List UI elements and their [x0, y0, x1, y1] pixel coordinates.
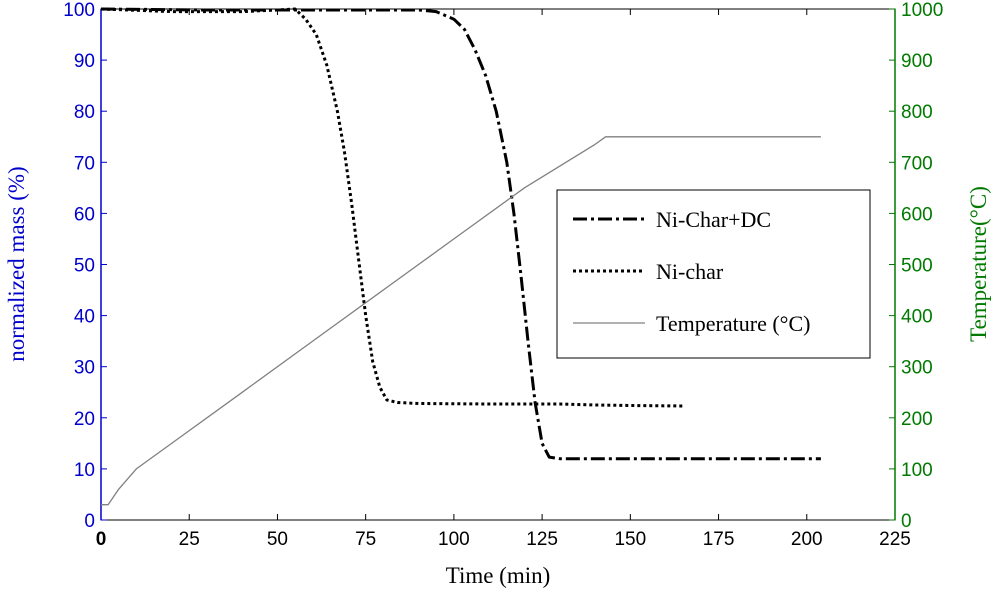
y-right-tick-label: 1000 [901, 0, 943, 21]
y-left-tick-label: 60 [74, 204, 95, 225]
x-tick-label: 50 [267, 529, 288, 550]
y-left-tick-label: 100 [63, 0, 95, 21]
y-left-tick-label: 70 [74, 153, 95, 174]
y-right-tick-label: 700 [901, 153, 933, 174]
y-right-tick-label: 900 [901, 51, 933, 72]
y-left-tick-label: 50 [74, 256, 95, 277]
y-right-tick-label: 300 [901, 358, 933, 379]
x-tick-label: 75 [355, 529, 376, 550]
legend-label-temperature: Temperature (°C) [656, 311, 810, 336]
series-line-2 [101, 136, 821, 506]
y-left-tick-label: 40 [74, 307, 95, 328]
legend-label-ni-char: Ni-char [656, 259, 724, 284]
y-left-tick-label: 30 [74, 358, 95, 379]
y-left-tick-label: 0 [84, 511, 95, 532]
y-right-tick-label: 0 [901, 511, 912, 532]
series-group [100, 7, 821, 506]
y-right-tick-label: 200 [901, 409, 933, 430]
x-tick-label: 0 [96, 529, 107, 550]
y-right-tick-label: 100 [901, 460, 933, 481]
y-left-tick-label: 10 [74, 460, 95, 481]
axes: 0 25 50 75 100 125 150 175 200 225010203040506070… [63, 0, 943, 550]
series-line-1 [100, 7, 684, 408]
legend-label-ni-char-dc: Ni-Char+DC [656, 207, 771, 232]
x-tick-label: 125 [526, 529, 558, 550]
y-axis-left-title: normalized mass (%) [4, 166, 29, 361]
y-right-tick-label: 500 [901, 256, 933, 277]
y-left-tick-label: 20 [74, 409, 95, 430]
x-axis-title: Time (min) [446, 563, 551, 588]
x-tick-label: 225 [879, 529, 911, 550]
legend: Ni-Char+DC Ni-char Temperature (°C) [556, 189, 871, 359]
y-right-tick-label: 800 [901, 102, 933, 123]
y-right-tick-label: 600 [901, 204, 933, 225]
x-tick-label: 100 [438, 529, 470, 550]
y-left-tick-label: 90 [74, 51, 95, 72]
y-right-tick-label: 400 [901, 307, 933, 328]
y-left-tick-label: 80 [74, 102, 95, 123]
y-axis-right-title: Temperature(°C) [966, 186, 991, 342]
series-line-0 [100, 7, 821, 461]
x-tick-label: 25 [179, 529, 200, 550]
x-tick-label: 150 [614, 529, 646, 550]
x-tick-label: 175 [703, 529, 735, 550]
x-tick-label: 200 [791, 529, 823, 550]
